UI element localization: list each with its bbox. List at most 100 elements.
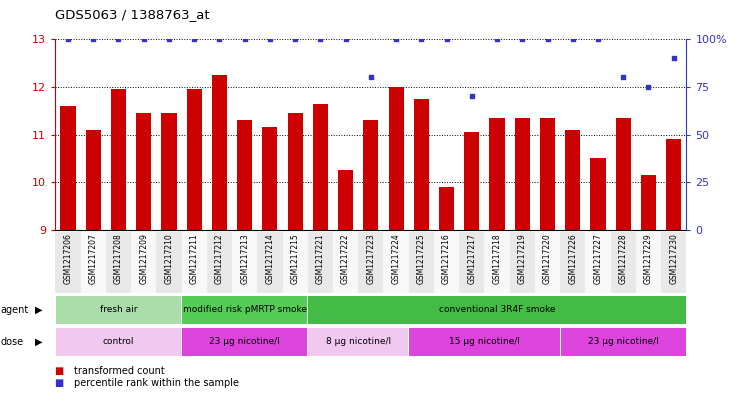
Bar xyxy=(258,232,283,293)
Point xyxy=(491,36,503,42)
Point xyxy=(643,84,655,90)
Point xyxy=(567,36,579,42)
Bar xyxy=(55,232,80,293)
Text: GSM1217213: GSM1217213 xyxy=(240,233,249,284)
Bar xyxy=(80,232,106,293)
Point xyxy=(87,36,99,42)
Bar xyxy=(136,113,151,230)
Bar xyxy=(414,99,429,230)
Bar xyxy=(561,328,686,356)
Text: GSM1217212: GSM1217212 xyxy=(215,233,224,284)
Bar xyxy=(56,328,181,356)
Bar xyxy=(182,232,207,293)
Text: ▶: ▶ xyxy=(35,337,43,347)
Text: GSM1217208: GSM1217208 xyxy=(114,233,123,284)
Bar xyxy=(162,113,176,230)
Bar xyxy=(212,75,227,230)
Point xyxy=(188,36,200,42)
Bar xyxy=(56,296,181,324)
Bar xyxy=(283,232,308,293)
Bar xyxy=(338,170,354,230)
Point xyxy=(314,36,326,42)
Point xyxy=(213,36,225,42)
Bar xyxy=(560,232,585,293)
Bar xyxy=(585,232,610,293)
Text: control: control xyxy=(103,338,134,346)
Text: GSM1217218: GSM1217218 xyxy=(492,233,502,284)
Bar xyxy=(459,232,484,293)
Bar xyxy=(106,232,131,293)
Bar xyxy=(262,127,277,230)
Bar xyxy=(187,89,201,230)
Point xyxy=(163,36,175,42)
Bar xyxy=(182,296,307,324)
Bar xyxy=(464,132,480,230)
Point xyxy=(264,36,276,42)
Text: modified risk pMRTP smoke: modified risk pMRTP smoke xyxy=(182,305,307,314)
Text: 8 μg nicotine/l: 8 μg nicotine/l xyxy=(325,338,391,346)
Text: ■: ■ xyxy=(55,378,68,388)
Bar xyxy=(308,232,333,293)
Point xyxy=(668,55,680,61)
Text: dose: dose xyxy=(1,337,24,347)
Text: 15 μg nicotine/l: 15 μg nicotine/l xyxy=(449,338,520,346)
Bar xyxy=(666,140,681,230)
Point xyxy=(289,36,301,42)
Point xyxy=(466,93,477,99)
Text: GSM1217214: GSM1217214 xyxy=(266,233,275,284)
Text: GSM1217210: GSM1217210 xyxy=(165,233,173,284)
Text: 23 μg nicotine/l: 23 μg nicotine/l xyxy=(210,338,280,346)
Bar xyxy=(439,187,454,230)
Text: GSM1217215: GSM1217215 xyxy=(291,233,300,284)
Point xyxy=(238,36,250,42)
Text: GSM1217230: GSM1217230 xyxy=(669,233,678,284)
Text: GSM1217227: GSM1217227 xyxy=(593,233,602,284)
Bar xyxy=(156,232,182,293)
Text: GSM1217211: GSM1217211 xyxy=(190,233,199,284)
Text: transformed count: transformed count xyxy=(74,366,165,376)
Text: GSM1217216: GSM1217216 xyxy=(442,233,451,284)
Bar xyxy=(358,232,384,293)
Text: 23 μg nicotine/l: 23 μg nicotine/l xyxy=(588,338,658,346)
Point xyxy=(542,36,554,42)
Text: percentile rank within the sample: percentile rank within the sample xyxy=(74,378,239,388)
Text: ▶: ▶ xyxy=(35,305,43,315)
Bar xyxy=(288,113,303,230)
Bar xyxy=(232,232,258,293)
Bar xyxy=(86,130,101,230)
Text: GSM1217221: GSM1217221 xyxy=(316,233,325,284)
Bar xyxy=(610,232,636,293)
Bar xyxy=(182,328,307,356)
Text: GSM1217219: GSM1217219 xyxy=(518,233,527,284)
Bar xyxy=(661,232,686,293)
Bar xyxy=(207,232,232,293)
Bar xyxy=(388,87,404,230)
Bar xyxy=(636,232,661,293)
Text: fresh air: fresh air xyxy=(100,305,137,314)
Text: ■: ■ xyxy=(55,366,68,376)
Bar xyxy=(514,118,530,230)
Bar xyxy=(131,232,156,293)
Bar xyxy=(333,232,358,293)
Bar xyxy=(308,296,686,324)
Text: GSM1217228: GSM1217228 xyxy=(618,233,628,284)
Bar xyxy=(313,104,328,230)
Text: GSM1217223: GSM1217223 xyxy=(366,233,376,284)
Bar xyxy=(363,120,379,230)
Text: GSM1217206: GSM1217206 xyxy=(63,233,72,284)
Bar xyxy=(434,232,459,293)
Text: GSM1217225: GSM1217225 xyxy=(417,233,426,284)
Point xyxy=(617,74,629,81)
Bar xyxy=(484,232,510,293)
Point xyxy=(517,36,528,42)
Point xyxy=(415,36,427,42)
Text: GSM1217229: GSM1217229 xyxy=(644,233,653,284)
Bar xyxy=(641,175,656,230)
Point xyxy=(390,36,402,42)
Bar xyxy=(540,118,555,230)
Bar xyxy=(409,232,434,293)
Bar xyxy=(510,232,535,293)
Point xyxy=(441,36,452,42)
Bar xyxy=(535,232,560,293)
Bar xyxy=(409,328,559,356)
